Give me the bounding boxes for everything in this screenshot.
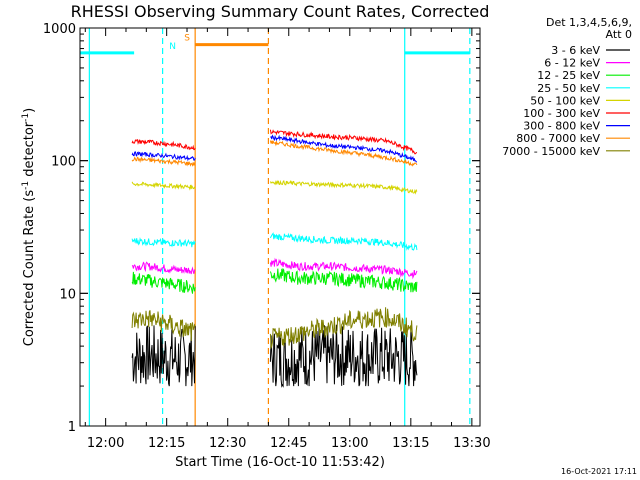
- y-tick-label: 1000: [43, 22, 76, 37]
- y-axis-label-end: ): [22, 108, 37, 113]
- legend-label: 25 - 50 keV: [537, 82, 600, 95]
- legend-label: 800 - 7000 keV: [516, 132, 600, 145]
- legend-label: 3 - 6 keV: [551, 44, 600, 57]
- y-axis-label-exp1: -1: [21, 181, 31, 190]
- interval-label: N: [169, 42, 176, 52]
- legend-label: 6 - 12 keV: [544, 57, 600, 70]
- series-line: [131, 261, 196, 275]
- legend-label: 7000 - 15000 keV: [502, 145, 600, 158]
- x-axis-label: Start Time (16-Oct-10 11:53:42): [175, 455, 385, 470]
- series-line: [131, 151, 196, 162]
- series-line: [269, 140, 418, 167]
- series-line: [131, 310, 196, 341]
- series-line: [131, 138, 196, 151]
- legend-label: 12 - 25 keV: [537, 69, 600, 82]
- series-line: [131, 181, 196, 191]
- interval-label: S: [184, 34, 190, 44]
- generation-timestamp: 16-Oct-2021 17:11: [561, 467, 637, 476]
- series-line: [269, 257, 418, 280]
- legend-title-line-2: Att 0: [606, 28, 632, 41]
- series-line: [131, 325, 196, 387]
- y-axis-label-exp2: -1: [21, 113, 31, 122]
- series-line: [269, 324, 418, 388]
- x-tick-label: 13:30: [453, 436, 490, 451]
- legend-title-line-1: Det 1,3,4,5,6,9,: [546, 16, 632, 29]
- y-tick-label: 100: [51, 155, 76, 170]
- x-tick-label: 12:00: [87, 436, 124, 451]
- chart-title: RHESSI Observing Summary Count Rates, Co…: [71, 2, 490, 21]
- y-axis-label-mid: detector: [22, 121, 37, 181]
- y-axis-label-main: Corrected Count Rate (s: [22, 190, 37, 347]
- series-line: [131, 156, 196, 167]
- series-line: [131, 236, 196, 248]
- axes: 1 10 100 1000 12:00 12:15 12:30 12:45 13:00 13:15…: [43, 22, 491, 451]
- series-line: [269, 267, 418, 293]
- series-line: [269, 307, 418, 350]
- y-tick-label: 10: [59, 287, 76, 302]
- series-line: [269, 179, 418, 195]
- x-tick-label: 12:15: [148, 436, 185, 451]
- legend-label: 300 - 800 keV: [523, 120, 600, 133]
- series-line: [270, 134, 417, 163]
- legend-label: 100 - 300 keV: [523, 107, 600, 120]
- y-axis-label: Corrected Count Rate (s-1 detector-1): [21, 108, 37, 346]
- x-tick-label: 13:15: [392, 436, 429, 451]
- y-tick-label: 1: [68, 420, 76, 435]
- x-tick-label: 12:30: [209, 436, 246, 451]
- plot-area: NS: [80, 28, 471, 426]
- x-tick-label: 12:45: [270, 436, 307, 451]
- series-line: [269, 232, 418, 251]
- plot-frame: [79, 27, 481, 427]
- series-line: [131, 271, 196, 294]
- x-tick-label: 13:00: [331, 436, 368, 451]
- legend-label: 50 - 100 keV: [530, 94, 600, 107]
- series-line: [269, 129, 417, 155]
